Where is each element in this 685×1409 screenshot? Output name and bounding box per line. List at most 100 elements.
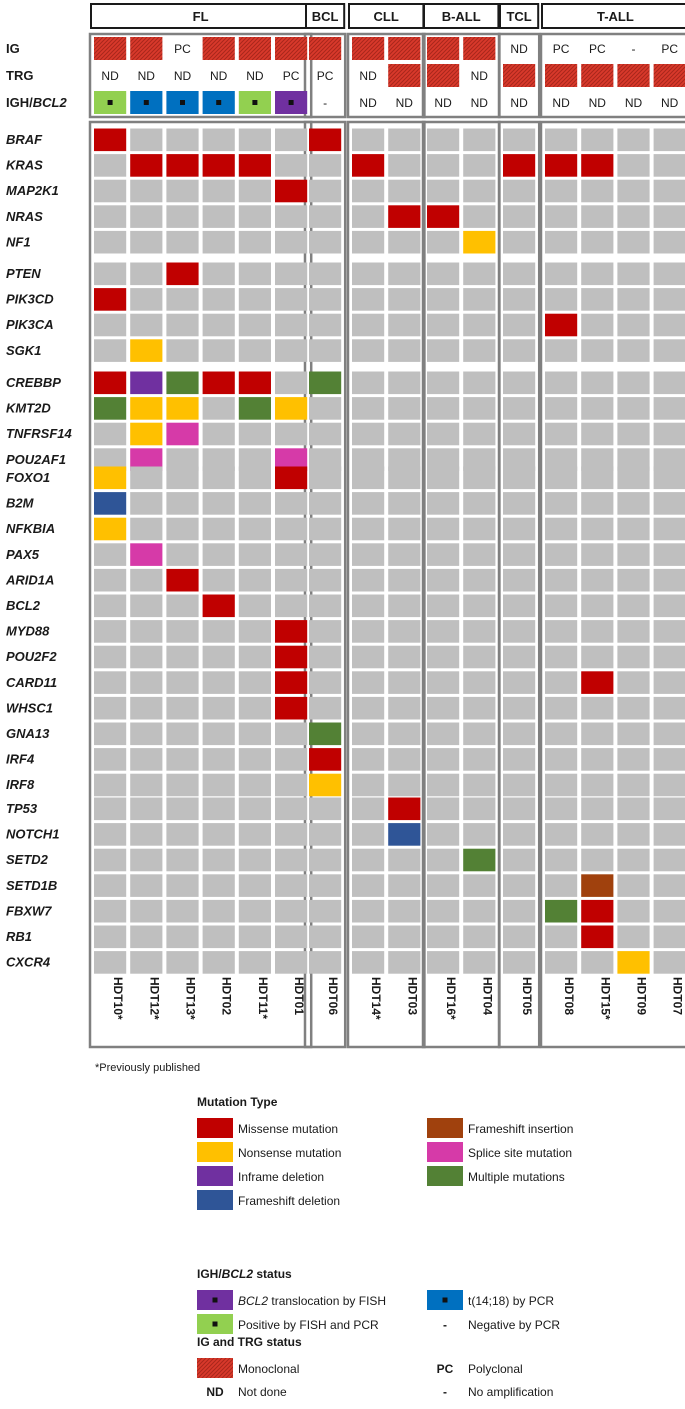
empty-cell (617, 925, 650, 949)
empty-cell (427, 951, 460, 974)
empty-cell (581, 773, 614, 797)
gene-label-tnfrsf14: TNFRSF14 (6, 426, 73, 441)
empty-cell (202, 748, 235, 771)
legend-label-not-done: Not done (238, 1385, 287, 1399)
empty-cell (545, 722, 578, 746)
empty-cell (309, 594, 342, 618)
empty-cell (238, 230, 271, 254)
gene-label-myd88: MYD88 (6, 624, 50, 639)
empty-cell (617, 422, 650, 446)
status-text-cell: ND (396, 96, 414, 110)
empty-cell (463, 313, 496, 337)
empty-cell (427, 288, 460, 311)
empty-cell (463, 748, 496, 771)
mutation-cell-tp53 (388, 797, 421, 821)
empty-cell (309, 313, 342, 337)
empty-cell (275, 951, 308, 974)
status-text-cell: ND (552, 96, 570, 110)
empty-cell (309, 645, 342, 669)
empty-cell (388, 874, 421, 897)
empty-cell (388, 397, 421, 420)
mutation-cell-map2k1 (275, 179, 308, 203)
empty-cell (238, 422, 271, 446)
empty-cell (238, 339, 271, 362)
empty-cell (352, 925, 385, 949)
status-text-cell: ND (510, 42, 528, 56)
empty-cell (309, 568, 342, 592)
gene-label-tp53: TP53 (6, 801, 38, 816)
empty-cell (427, 517, 460, 541)
empty-cell (275, 492, 308, 515)
empty-cell (427, 722, 460, 746)
status-text-cell: ND (471, 69, 489, 83)
empty-cell (617, 568, 650, 592)
empty-cell (94, 594, 127, 618)
empty-cell (545, 262, 578, 286)
mutation-cell-notch1 (388, 823, 421, 846)
legend-swatch-monoclonal (197, 1358, 233, 1378)
empty-cell (388, 645, 421, 669)
empty-cell (545, 620, 578, 643)
mutation-cell-nf1 (463, 230, 496, 254)
status-frame-t-all (539, 32, 685, 119)
empty-cell (463, 517, 496, 541)
empty-cell (238, 620, 271, 643)
empty-cell (427, 848, 460, 872)
empty-cell (309, 696, 342, 720)
empty-cell (202, 543, 235, 566)
status-frame-bcl (303, 32, 347, 119)
empty-cell (166, 517, 199, 541)
empty-cell (545, 339, 578, 362)
monoclonal-cell (653, 64, 685, 87)
empty-cell (94, 748, 127, 771)
empty-cell (238, 848, 271, 872)
mutation-cell-fbxw7 (581, 899, 614, 923)
empty-cell (427, 422, 460, 446)
gene-label-pou2f2: POU2F2 (6, 649, 57, 664)
empty-cell (238, 466, 271, 490)
mutation-cell-pou2f2 (275, 645, 308, 669)
status-text-cell: ND (510, 96, 528, 110)
mutation-cell-crebbp (94, 371, 127, 395)
empty-cell (388, 466, 421, 490)
empty-cell (275, 823, 308, 846)
legend-symbol-negative: - (443, 1318, 447, 1332)
empty-cell (653, 397, 685, 420)
group-header-bcl (305, 3, 346, 29)
empty-cell (617, 797, 650, 821)
mutation-cell-braf (94, 128, 127, 152)
mutation-cell-kras (166, 154, 199, 177)
empty-cell (275, 154, 308, 177)
empty-cell (427, 448, 460, 471)
empty-cell (130, 262, 163, 286)
empty-cell (238, 797, 271, 821)
empty-cell (166, 620, 199, 643)
gene-label-crebbp: CREBBP (6, 375, 61, 390)
empty-cell (352, 543, 385, 566)
empty-cell (617, 620, 650, 643)
status-text-cell: PC (589, 42, 606, 56)
empty-cell (238, 492, 271, 515)
empty-cell (581, 951, 614, 974)
footnote: *Previously published (95, 1062, 200, 1074)
status-text-cell: ND (471, 96, 489, 110)
gene-label-pax5: PAX5 (6, 547, 40, 562)
empty-cell (352, 371, 385, 395)
empty-cell (545, 568, 578, 592)
empty-cell (617, 448, 650, 471)
empty-cell (503, 371, 536, 395)
gene-label-sgk1: SGK1 (6, 343, 41, 358)
empty-cell (202, 773, 235, 797)
empty-cell (545, 397, 578, 420)
status-text-cell: PC (317, 69, 334, 83)
empty-cell (388, 448, 421, 471)
empty-cell (166, 951, 199, 974)
empty-cell (653, 696, 685, 720)
empty-cell (617, 874, 650, 897)
empty-cell (503, 848, 536, 872)
gene-label-setd1b: SETD1B (6, 878, 57, 893)
empty-cell (617, 466, 650, 490)
legend-label-mis: Missense mutation (238, 1122, 338, 1136)
empty-cell (352, 874, 385, 897)
empty-cell (427, 671, 460, 694)
